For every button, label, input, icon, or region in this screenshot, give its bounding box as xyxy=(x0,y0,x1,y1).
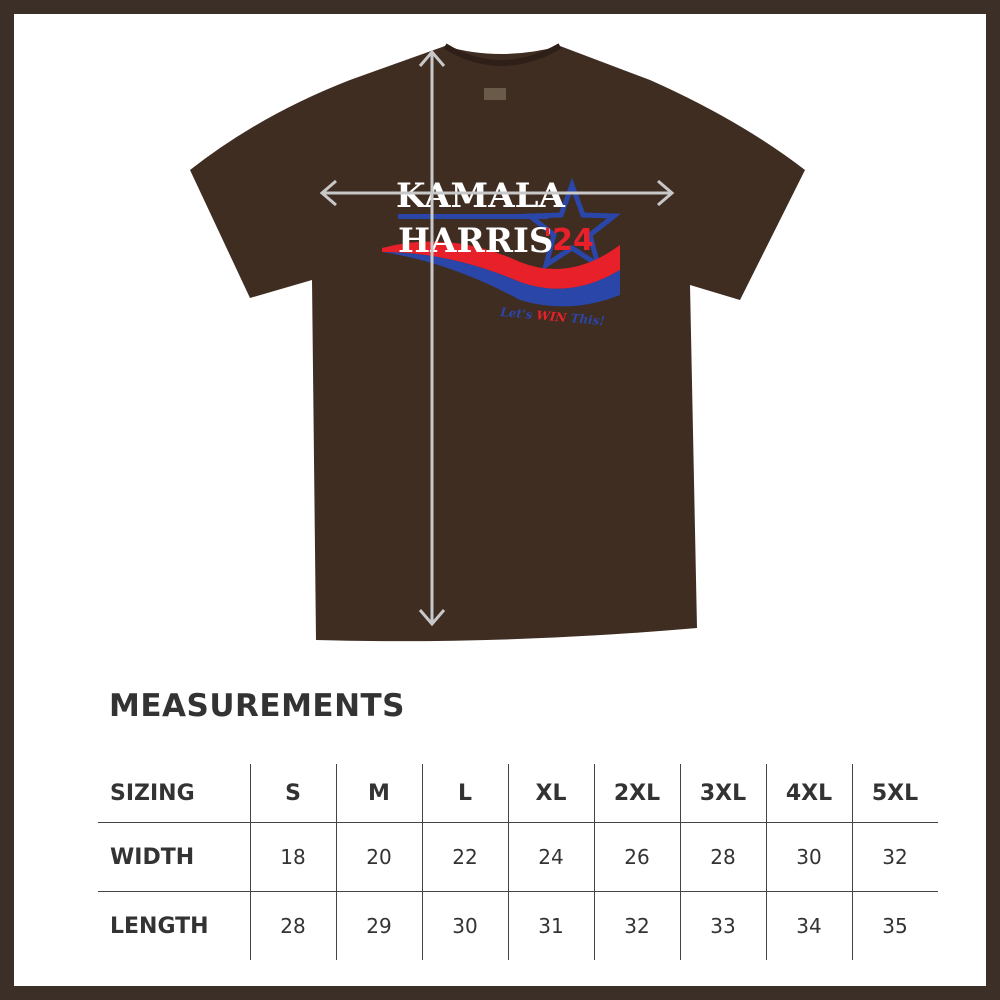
table-cell: 18 xyxy=(249,822,336,892)
print-line1: KAMALA xyxy=(396,176,565,216)
tag-label xyxy=(484,88,506,100)
table-cell: 20 xyxy=(335,822,422,892)
table-cell: 31 xyxy=(507,891,594,960)
table-cell: 33 xyxy=(679,891,766,960)
size-header: S xyxy=(249,764,336,823)
tshirt-collar xyxy=(443,43,562,66)
table-cell: 22 xyxy=(421,822,508,892)
row-label: LENGTH xyxy=(98,891,250,960)
width-arrow xyxy=(319,179,675,207)
size-header: 4XL xyxy=(765,764,852,823)
table-cell: 28 xyxy=(249,891,336,960)
size-header: 5XL xyxy=(851,764,938,823)
table-row: LENGTH 28 29 30 31 32 33 34 35 xyxy=(98,891,938,960)
table-cell: 32 xyxy=(851,822,938,892)
table-cell: 29 xyxy=(335,891,422,960)
size-chart-table: SIZING S M L XL 2XL 3XL 4XL 5XL WIDTH 18… xyxy=(98,764,938,960)
table-cell: 32 xyxy=(593,891,680,960)
table-cell: 24 xyxy=(507,822,594,892)
tshirt-body xyxy=(190,46,805,642)
table-cell: 30 xyxy=(421,891,508,960)
row-label: WIDTH xyxy=(98,822,250,892)
print-graphic: KAMALA HARRIS '24 Let's WIN This! xyxy=(382,176,621,328)
size-header: 3XL xyxy=(679,764,766,823)
row-label: SIZING xyxy=(110,780,195,806)
table-cell: 35 xyxy=(851,891,938,960)
table-row: WIDTH 18 20 22 24 26 28 30 32 xyxy=(98,822,938,892)
table-cell: 28 xyxy=(679,822,766,892)
size-header: L xyxy=(421,764,508,823)
length-arrow xyxy=(418,49,446,627)
table-cell: 34 xyxy=(765,891,852,960)
size-header: XL xyxy=(507,764,594,823)
print-line2: HARRIS xyxy=(398,221,553,261)
measurements-title: MEASUREMENTS xyxy=(109,688,406,724)
print-tagline: Let's WIN This! xyxy=(499,305,606,328)
print-year: '24 xyxy=(543,223,594,258)
table-cell: 30 xyxy=(765,822,852,892)
table-header-row: SIZING S M L XL 2XL 3XL 4XL 5XL xyxy=(98,764,938,823)
size-header: M xyxy=(335,764,422,823)
table-cell: 26 xyxy=(593,822,680,892)
size-header: 2XL xyxy=(593,764,680,823)
